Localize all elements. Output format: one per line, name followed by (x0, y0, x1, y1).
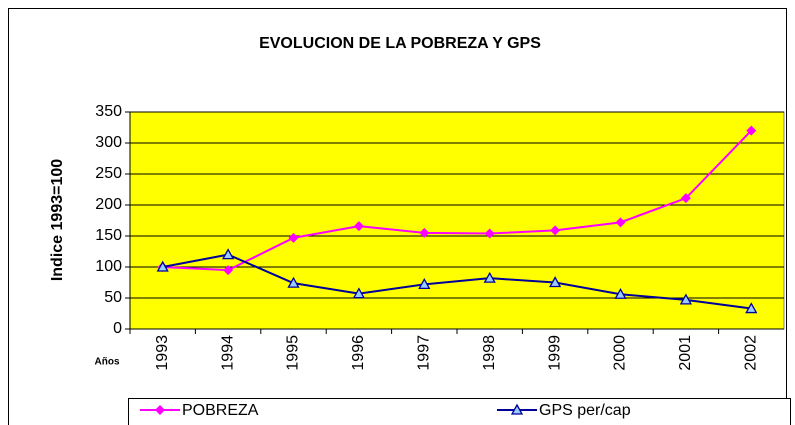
marker (745, 302, 758, 314)
marker (510, 403, 524, 415)
marker (746, 125, 757, 136)
y-tick-label: 100 (95, 258, 122, 275)
marker (483, 271, 496, 283)
marker (287, 276, 300, 288)
legend-box (128, 398, 791, 425)
marker (352, 287, 366, 299)
y-tick-label: 0 (113, 320, 122, 337)
marker (156, 260, 169, 272)
legend-label: POBREZA (182, 402, 259, 419)
x-tick-label: 1996 (350, 335, 367, 371)
y-tick-label: 350 (95, 103, 122, 120)
x-tick-label: 1998 (481, 335, 498, 371)
x-tick-label: 1994 (219, 335, 236, 371)
x-tick-label: 1999 (546, 335, 563, 371)
x-tick-label: 2000 (612, 335, 629, 371)
marker (548, 276, 562, 288)
x-tick-label: 1997 (416, 335, 433, 371)
x-tick-label: 1993 (154, 335, 171, 371)
marker (550, 225, 561, 236)
marker (680, 193, 691, 204)
y-tick-label: 300 (95, 134, 122, 151)
chart-title: EVOLUCION DE LA POBREZA Y GPS (259, 35, 541, 52)
marker (288, 232, 299, 243)
marker (615, 217, 626, 228)
x-axis-title: Años (95, 357, 120, 368)
marker (223, 265, 234, 276)
marker (221, 248, 235, 260)
series-line (162, 129, 753, 272)
y-tick-label: 50 (104, 289, 122, 306)
x-tick-label: 2001 (677, 335, 694, 371)
marker (418, 278, 431, 290)
marker (155, 405, 165, 415)
y-tick-label: 150 (95, 227, 122, 244)
marker (353, 221, 364, 232)
marker (419, 227, 430, 238)
marker (484, 228, 495, 239)
x-tick-label: 1995 (285, 335, 302, 371)
y-tick-label: 200 (95, 196, 122, 213)
marker (614, 287, 627, 299)
x-tick-label: 2002 (743, 335, 760, 371)
series-line (162, 253, 752, 310)
legend-label: GPS per/cap (539, 402, 631, 419)
y-axis-title: Indice 1993=100 (49, 159, 66, 281)
y-tick-label: 250 (95, 165, 122, 182)
marker (679, 293, 693, 305)
